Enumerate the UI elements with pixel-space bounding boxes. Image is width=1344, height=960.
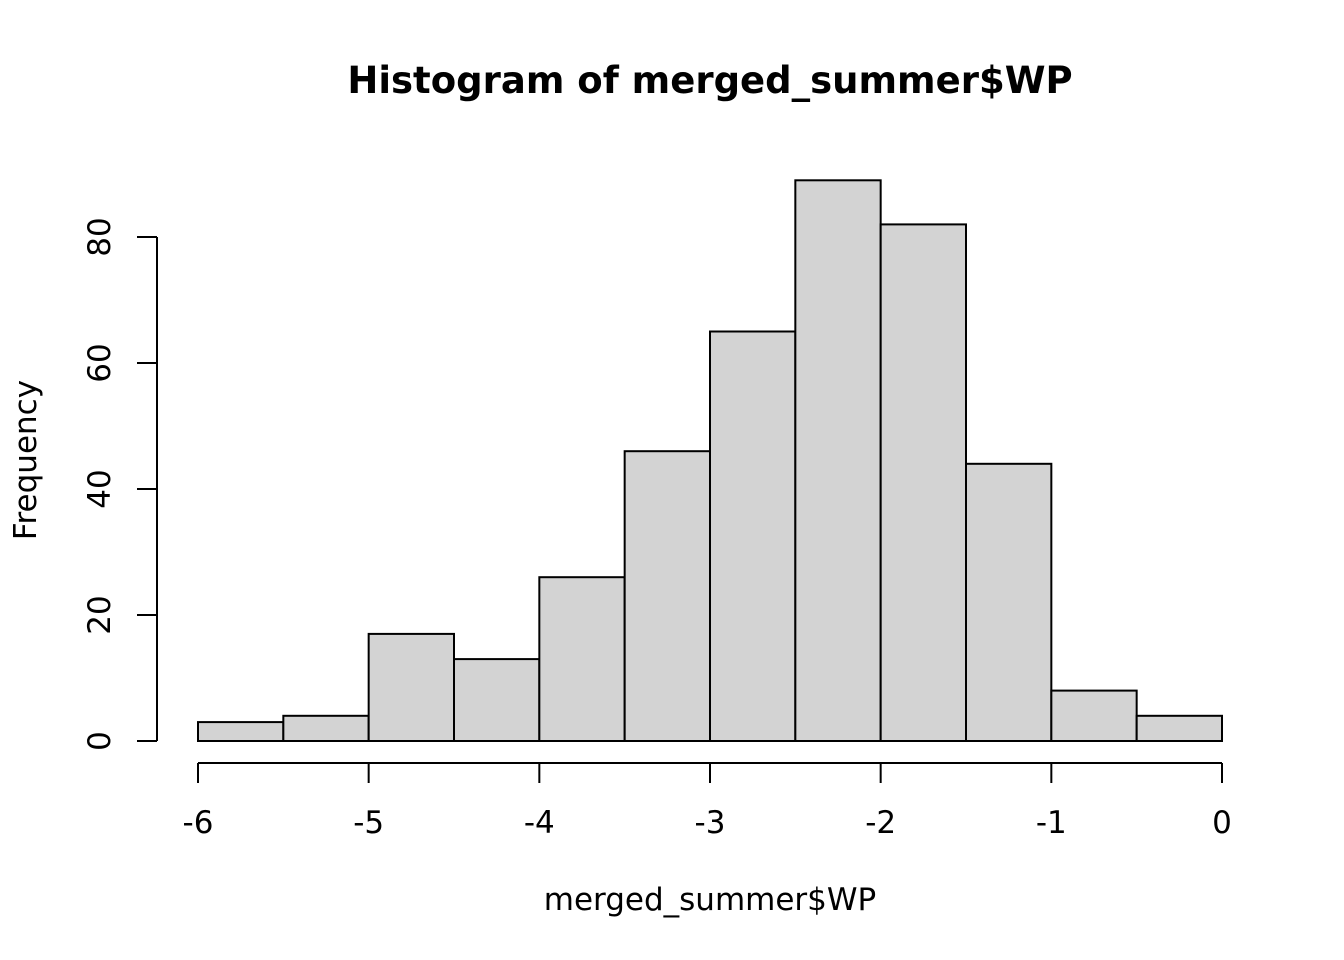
histogram-bar	[1050, 689, 1138, 742]
x-tick-label: -5	[353, 805, 384, 841]
x-tick-label: -2	[865, 805, 896, 841]
x-tick-label: -1	[1036, 805, 1067, 841]
y-tick-label: 40	[82, 469, 118, 508]
x-tick-label: 0	[1212, 805, 1232, 841]
histogram-bar	[965, 462, 1053, 742]
x-tick-label: -6	[183, 805, 214, 841]
histogram-bar	[282, 714, 370, 742]
bars-group	[197, 179, 1223, 743]
histogram-bar	[1135, 714, 1223, 742]
y-tick-label: 0	[82, 731, 118, 751]
y-axis-label: Frequency	[8, 380, 44, 540]
y-tick-label: 60	[82, 343, 118, 382]
y-axis: 0 20 40 60 80	[82, 217, 158, 751]
y-tick-label: 80	[82, 217, 118, 256]
histogram-bar	[367, 632, 455, 743]
histogram-bar	[709, 330, 797, 742]
y-tick-label: 20	[82, 595, 118, 634]
histogram-bar	[453, 658, 541, 742]
x-axis: -6 -5 -4 -3 -2 -1 0	[183, 762, 1232, 841]
histogram-bar	[197, 721, 285, 742]
histogram-bar	[879, 223, 968, 742]
x-tick-label: -3	[695, 805, 726, 841]
x-axis-label: merged_summer$WP	[544, 882, 876, 918]
chart-title: Histogram of merged_summer$WP	[347, 59, 1072, 102]
x-tick-label: -4	[524, 805, 555, 841]
histogram-bar	[623, 450, 712, 742]
histogram-bar	[794, 179, 882, 743]
histogram-bar	[538, 576, 626, 743]
